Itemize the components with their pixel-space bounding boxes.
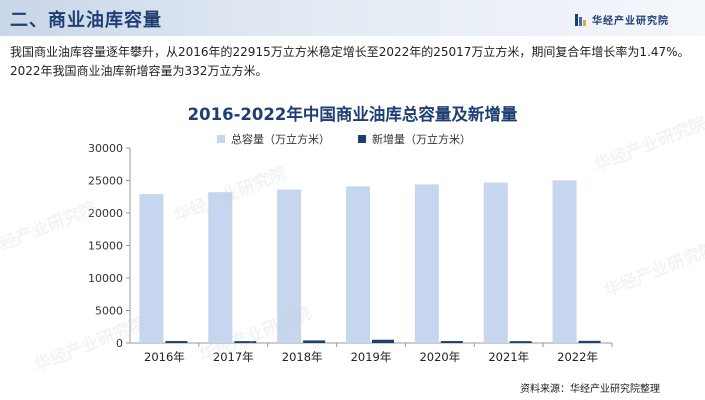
bar-new — [372, 339, 394, 343]
y-tick-label: 15000 — [88, 240, 123, 253]
bar-total — [139, 194, 164, 343]
brand-logo-icon — [575, 13, 586, 26]
header-band — [0, 0, 705, 36]
bar-total — [346, 186, 370, 343]
y-tick-label: 5000 — [95, 305, 123, 318]
brand: 华经产业研究院 — [575, 12, 669, 27]
x-tick-label: 2020年 — [419, 350, 460, 364]
bar-new — [509, 341, 532, 343]
y-tick-label: 0 — [116, 337, 123, 350]
bar-new — [165, 341, 188, 343]
chart-title: 2016-2022年中国商业油库总容量及新增量 — [187, 105, 518, 124]
bar-new — [578, 340, 601, 343]
bar-total — [277, 189, 302, 343]
y-tick-label: 20000 — [88, 207, 123, 220]
bar-total — [208, 192, 233, 343]
chart-legend: 总容量（万立方米） 新增量（万立方米） — [217, 131, 499, 147]
y-tick-label: 10000 — [88, 272, 123, 285]
legend-label-new: 新增量（万立方米） — [372, 133, 471, 146]
legend-swatch-new — [358, 135, 366, 143]
x-tick-label: 2016年 — [144, 350, 185, 364]
legend-item-new: 新增量（万立方米） — [358, 131, 471, 147]
page-title: 二、商业油库容量 — [10, 10, 162, 31]
bar-total — [483, 182, 508, 343]
y-tick-label: 30000 — [88, 142, 123, 155]
intro-paragraph: 我国商业油库容量逐年攀升，从2016年的22915万立方米稳定增长至2022年的… — [10, 45, 690, 78]
x-tick-label: 2017年 — [213, 350, 254, 364]
x-tick-label: 2019年 — [351, 350, 392, 364]
legend-label-total: 总容量（万立方米） — [231, 133, 330, 146]
legend-item-total: 总容量（万立方米） — [217, 131, 330, 147]
y-tick-label: 25000 — [88, 175, 123, 188]
x-tick-label: 2021年 — [488, 350, 529, 364]
bar-new — [303, 340, 326, 343]
brand-name: 华经产业研究院 — [592, 16, 669, 27]
bar-total — [552, 180, 577, 343]
x-tick-label: 2018年 — [282, 350, 323, 364]
source-note: 资料来源：华经产业研究院整理 — [520, 384, 660, 395]
bar-total — [414, 184, 439, 343]
bar-new — [234, 341, 257, 343]
legend-swatch-total — [217, 135, 225, 143]
x-tick-label: 2022年 — [557, 350, 598, 364]
bar-new — [440, 341, 463, 343]
